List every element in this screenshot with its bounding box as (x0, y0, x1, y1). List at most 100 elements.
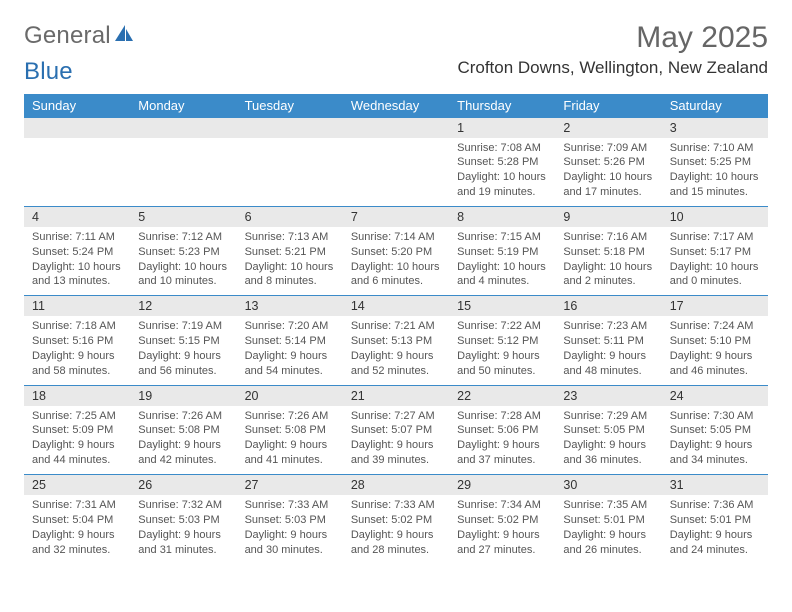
sunrise-text: Sunrise: 7:26 AM (245, 409, 335, 424)
sunset-text: Sunset: 5:16 PM (32, 334, 122, 349)
day-cell: 5Sunrise: 7:12 AMSunset: 5:23 PMDaylight… (130, 207, 236, 295)
day-cell: 8Sunrise: 7:15 AMSunset: 5:19 PMDaylight… (449, 207, 555, 295)
sunset-text: Sunset: 5:11 PM (563, 334, 653, 349)
day-number: 10 (662, 207, 768, 227)
day-details: Sunrise: 7:33 AMSunset: 5:02 PMDaylight:… (343, 495, 449, 563)
day-cell: 24Sunrise: 7:30 AMSunset: 5:05 PMDayligh… (662, 386, 768, 474)
weeks-container: 1Sunrise: 7:08 AMSunset: 5:28 PMDaylight… (24, 118, 768, 564)
sunset-text: Sunset: 5:05 PM (670, 423, 760, 438)
sunset-text: Sunset: 5:12 PM (457, 334, 547, 349)
week-row: 11Sunrise: 7:18 AMSunset: 5:16 PMDayligh… (24, 295, 768, 384)
day-details: Sunrise: 7:20 AMSunset: 5:14 PMDaylight:… (237, 316, 343, 384)
day-details: Sunrise: 7:19 AMSunset: 5:15 PMDaylight:… (130, 316, 236, 384)
day-details: Sunrise: 7:09 AMSunset: 5:26 PMDaylight:… (555, 138, 661, 206)
day-number (130, 118, 236, 138)
month-title: May 2025 (457, 22, 768, 54)
sunset-text: Sunset: 5:03 PM (138, 513, 228, 528)
daylight-text: Daylight: 9 hours and 58 minutes. (32, 349, 122, 379)
day-cell: 15Sunrise: 7:22 AMSunset: 5:12 PMDayligh… (449, 296, 555, 384)
day-number: 26 (130, 475, 236, 495)
daylight-text: Daylight: 9 hours and 44 minutes. (32, 438, 122, 468)
week-row: 18Sunrise: 7:25 AMSunset: 5:09 PMDayligh… (24, 385, 768, 474)
day-details: Sunrise: 7:23 AMSunset: 5:11 PMDaylight:… (555, 316, 661, 384)
day-number: 31 (662, 475, 768, 495)
sunrise-text: Sunrise: 7:24 AM (670, 319, 760, 334)
day-details: Sunrise: 7:36 AMSunset: 5:01 PMDaylight:… (662, 495, 768, 563)
day-number: 23 (555, 386, 661, 406)
day-cell: 21Sunrise: 7:27 AMSunset: 5:07 PMDayligh… (343, 386, 449, 474)
day-details: Sunrise: 7:24 AMSunset: 5:10 PMDaylight:… (662, 316, 768, 384)
daylight-text: Daylight: 10 hours and 19 minutes. (457, 170, 547, 200)
day-number: 21 (343, 386, 449, 406)
sunrise-text: Sunrise: 7:27 AM (351, 409, 441, 424)
day-cell: 18Sunrise: 7:25 AMSunset: 5:09 PMDayligh… (24, 386, 130, 474)
day-details: Sunrise: 7:14 AMSunset: 5:20 PMDaylight:… (343, 227, 449, 295)
sunrise-text: Sunrise: 7:36 AM (670, 498, 760, 513)
day-details: Sunrise: 7:11 AMSunset: 5:24 PMDaylight:… (24, 227, 130, 295)
daylight-text: Daylight: 9 hours and 37 minutes. (457, 438, 547, 468)
day-cell: 10Sunrise: 7:17 AMSunset: 5:17 PMDayligh… (662, 207, 768, 295)
day-number: 27 (237, 475, 343, 495)
day-cell: 16Sunrise: 7:23 AMSunset: 5:11 PMDayligh… (555, 296, 661, 384)
sunset-text: Sunset: 5:21 PM (245, 245, 335, 260)
day-details: Sunrise: 7:13 AMSunset: 5:21 PMDaylight:… (237, 227, 343, 295)
day-cell: 17Sunrise: 7:24 AMSunset: 5:10 PMDayligh… (662, 296, 768, 384)
day-number (343, 118, 449, 138)
week-row: 4Sunrise: 7:11 AMSunset: 5:24 PMDaylight… (24, 206, 768, 295)
logo-word-blue: Blue (24, 58, 73, 86)
day-number: 30 (555, 475, 661, 495)
sunset-text: Sunset: 5:23 PM (138, 245, 228, 260)
day-number: 13 (237, 296, 343, 316)
sunrise-text: Sunrise: 7:33 AM (245, 498, 335, 513)
day-cell: 31Sunrise: 7:36 AMSunset: 5:01 PMDayligh… (662, 475, 768, 563)
daylight-text: Daylight: 9 hours and 27 minutes. (457, 528, 547, 558)
daylight-text: Daylight: 10 hours and 6 minutes. (351, 260, 441, 290)
calendar: Sunday Monday Tuesday Wednesday Thursday… (24, 94, 768, 564)
day-header-monday: Monday (130, 94, 236, 118)
daylight-text: Daylight: 9 hours and 26 minutes. (563, 528, 653, 558)
day-number: 8 (449, 207, 555, 227)
day-cell: 20Sunrise: 7:26 AMSunset: 5:08 PMDayligh… (237, 386, 343, 474)
daylight-text: Daylight: 9 hours and 56 minutes. (138, 349, 228, 379)
day-details: Sunrise: 7:33 AMSunset: 5:03 PMDaylight:… (237, 495, 343, 563)
day-details: Sunrise: 7:29 AMSunset: 5:05 PMDaylight:… (555, 406, 661, 474)
sunset-text: Sunset: 5:05 PM (563, 423, 653, 438)
sunrise-text: Sunrise: 7:12 AM (138, 230, 228, 245)
sunset-text: Sunset: 5:24 PM (32, 245, 122, 260)
day-details: Sunrise: 7:16 AMSunset: 5:18 PMDaylight:… (555, 227, 661, 295)
day-details: Sunrise: 7:35 AMSunset: 5:01 PMDaylight:… (555, 495, 661, 563)
day-number: 15 (449, 296, 555, 316)
sunset-text: Sunset: 5:10 PM (670, 334, 760, 349)
sunset-text: Sunset: 5:20 PM (351, 245, 441, 260)
daylight-text: Daylight: 9 hours and 28 minutes. (351, 528, 441, 558)
week-row: 25Sunrise: 7:31 AMSunset: 5:04 PMDayligh… (24, 474, 768, 563)
daylight-text: Daylight: 9 hours and 41 minutes. (245, 438, 335, 468)
day-number: 25 (24, 475, 130, 495)
day-cell: 12Sunrise: 7:19 AMSunset: 5:15 PMDayligh… (130, 296, 236, 384)
daylight-text: Daylight: 9 hours and 46 minutes. (670, 349, 760, 379)
day-number: 16 (555, 296, 661, 316)
sunset-text: Sunset: 5:28 PM (457, 155, 547, 170)
daylight-text: Daylight: 9 hours and 31 minutes. (138, 528, 228, 558)
sunset-text: Sunset: 5:18 PM (563, 245, 653, 260)
location: Crofton Downs, Wellington, New Zealand (457, 58, 768, 78)
day-cell: 23Sunrise: 7:29 AMSunset: 5:05 PMDayligh… (555, 386, 661, 474)
day-number: 4 (24, 207, 130, 227)
day-number: 24 (662, 386, 768, 406)
day-cell: 1Sunrise: 7:08 AMSunset: 5:28 PMDaylight… (449, 118, 555, 206)
day-details: Sunrise: 7:25 AMSunset: 5:09 PMDaylight:… (24, 406, 130, 474)
day-header-friday: Friday (555, 94, 661, 118)
sunset-text: Sunset: 5:19 PM (457, 245, 547, 260)
sunset-text: Sunset: 5:25 PM (670, 155, 760, 170)
daylight-text: Daylight: 10 hours and 4 minutes. (457, 260, 547, 290)
daylight-text: Daylight: 9 hours and 24 minutes. (670, 528, 760, 558)
sunrise-text: Sunrise: 7:17 AM (670, 230, 760, 245)
sunrise-text: Sunrise: 7:33 AM (351, 498, 441, 513)
sunrise-text: Sunrise: 7:16 AM (563, 230, 653, 245)
day-details: Sunrise: 7:30 AMSunset: 5:05 PMDaylight:… (662, 406, 768, 474)
day-cell (237, 118, 343, 206)
sunset-text: Sunset: 5:04 PM (32, 513, 122, 528)
day-number: 5 (130, 207, 236, 227)
day-cell: 28Sunrise: 7:33 AMSunset: 5:02 PMDayligh… (343, 475, 449, 563)
sunset-text: Sunset: 5:15 PM (138, 334, 228, 349)
